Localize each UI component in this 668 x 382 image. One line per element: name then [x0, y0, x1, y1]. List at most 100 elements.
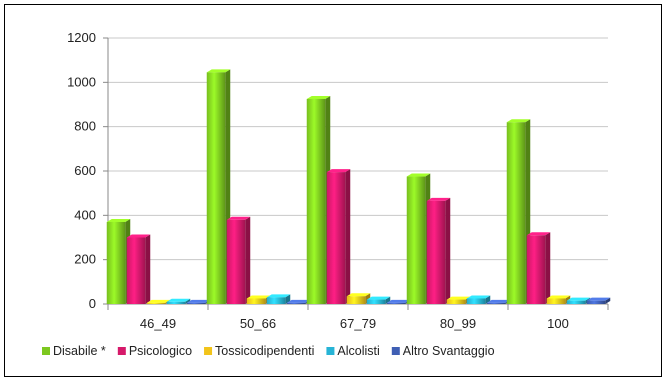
bar-front: [146, 302, 166, 304]
x-tick-label: 46_49: [140, 316, 176, 331]
bar-top: [406, 173, 431, 177]
bar: [346, 293, 371, 304]
bar-front: [106, 221, 126, 304]
bar-front: [486, 302, 506, 304]
bar-top: [266, 294, 291, 298]
bar-top: [566, 297, 591, 301]
bar-top: [486, 299, 511, 303]
bar-top: [186, 299, 211, 303]
bar-side: [245, 216, 251, 304]
bar-front: [566, 300, 586, 304]
bar-front: [446, 299, 466, 304]
bar-top: [286, 299, 311, 303]
y-axis: 0 200 400 600 800 1000 1200: [67, 30, 109, 311]
bar: [466, 295, 491, 304]
legend-label: Tossicodipendenti: [215, 344, 314, 358]
bar: [166, 298, 191, 304]
bar-top: [146, 299, 171, 303]
bar: [326, 169, 351, 304]
legend-entry: Disabile *: [42, 344, 106, 358]
legend-entry: Alcolisti: [326, 344, 380, 358]
bar-front: [526, 235, 546, 304]
x-tick-label: 67_79: [340, 316, 376, 331]
bar-top: [206, 69, 231, 73]
bar-front: [326, 172, 346, 304]
x-tick-label: 80_99: [440, 316, 476, 331]
legend-entry: Tossicodipendenti: [204, 344, 314, 358]
bar-top: [106, 218, 131, 222]
bar-top: [466, 295, 491, 299]
bar-side: [345, 169, 351, 304]
y-tick-label: 600: [74, 163, 96, 178]
bar-top: [446, 296, 471, 300]
bar-front: [586, 300, 606, 304]
bar: [486, 299, 511, 304]
bar: [286, 299, 311, 304]
legend-entry: Altro Svantaggio: [391, 344, 495, 358]
y-tick-label: 1200: [67, 30, 96, 45]
bar-front: [346, 296, 366, 304]
bar: [526, 232, 551, 304]
y-tick-label: 800: [74, 119, 96, 134]
bar-front: [186, 302, 206, 304]
bar: [406, 173, 431, 304]
bar: [546, 295, 571, 304]
bar: [146, 299, 171, 304]
bar-front: [386, 302, 406, 304]
legend-swatch: [42, 347, 50, 355]
bar: [306, 95, 331, 304]
bar: [506, 119, 531, 304]
bar-side: [145, 234, 151, 304]
bar: [226, 216, 251, 304]
legend-label: Psicologico: [129, 344, 192, 358]
bar: [206, 69, 231, 304]
bar-front: [126, 237, 146, 304]
bar-side: [185, 298, 191, 304]
bar: [446, 296, 471, 304]
bar: [106, 218, 131, 304]
bar-top: [526, 232, 551, 236]
legend-label: Altro Svantaggio: [403, 344, 495, 358]
y-tick-label: 400: [74, 207, 96, 222]
bar: [426, 197, 451, 304]
bar-front: [546, 298, 566, 304]
bar-front: [266, 297, 286, 304]
bars: [106, 69, 611, 304]
bar-side: [485, 295, 491, 304]
legend-swatch: [326, 347, 335, 355]
legend-entry: Psicologico: [117, 344, 192, 358]
bar: [386, 299, 411, 304]
bar: [186, 299, 211, 304]
bar-front: [426, 200, 446, 304]
bar: [126, 234, 151, 304]
bar-top: [306, 95, 331, 99]
y-tick-label: 0: [89, 296, 96, 311]
bar-side: [565, 295, 571, 304]
bar-top: [246, 295, 271, 299]
legend-swatch: [391, 347, 400, 355]
bar: [586, 297, 611, 304]
bar-front: [366, 299, 386, 304]
bar-side: [385, 296, 391, 304]
x-tick-label: 50_66: [240, 316, 276, 331]
bar-side: [605, 297, 611, 304]
y-tick-label: 200: [74, 252, 96, 267]
bar-top: [506, 119, 531, 123]
bar-top: [226, 216, 251, 220]
bar-top: [546, 295, 571, 299]
bar-side: [445, 197, 451, 304]
bar-top: [426, 197, 451, 201]
bar: [366, 296, 391, 304]
bar: [266, 294, 291, 304]
bar: [246, 295, 271, 304]
x-axis: 46_49 50_66 67_79 80_99 100: [107, 304, 609, 331]
legend-label: Alcolisti: [337, 344, 379, 358]
bar-front: [406, 176, 426, 304]
bar-top: [366, 296, 391, 300]
bar-front: [306, 98, 326, 304]
bar-top: [326, 169, 351, 173]
bar-front: [506, 122, 526, 304]
bar-side: [545, 232, 551, 304]
bar-front: [206, 72, 226, 304]
